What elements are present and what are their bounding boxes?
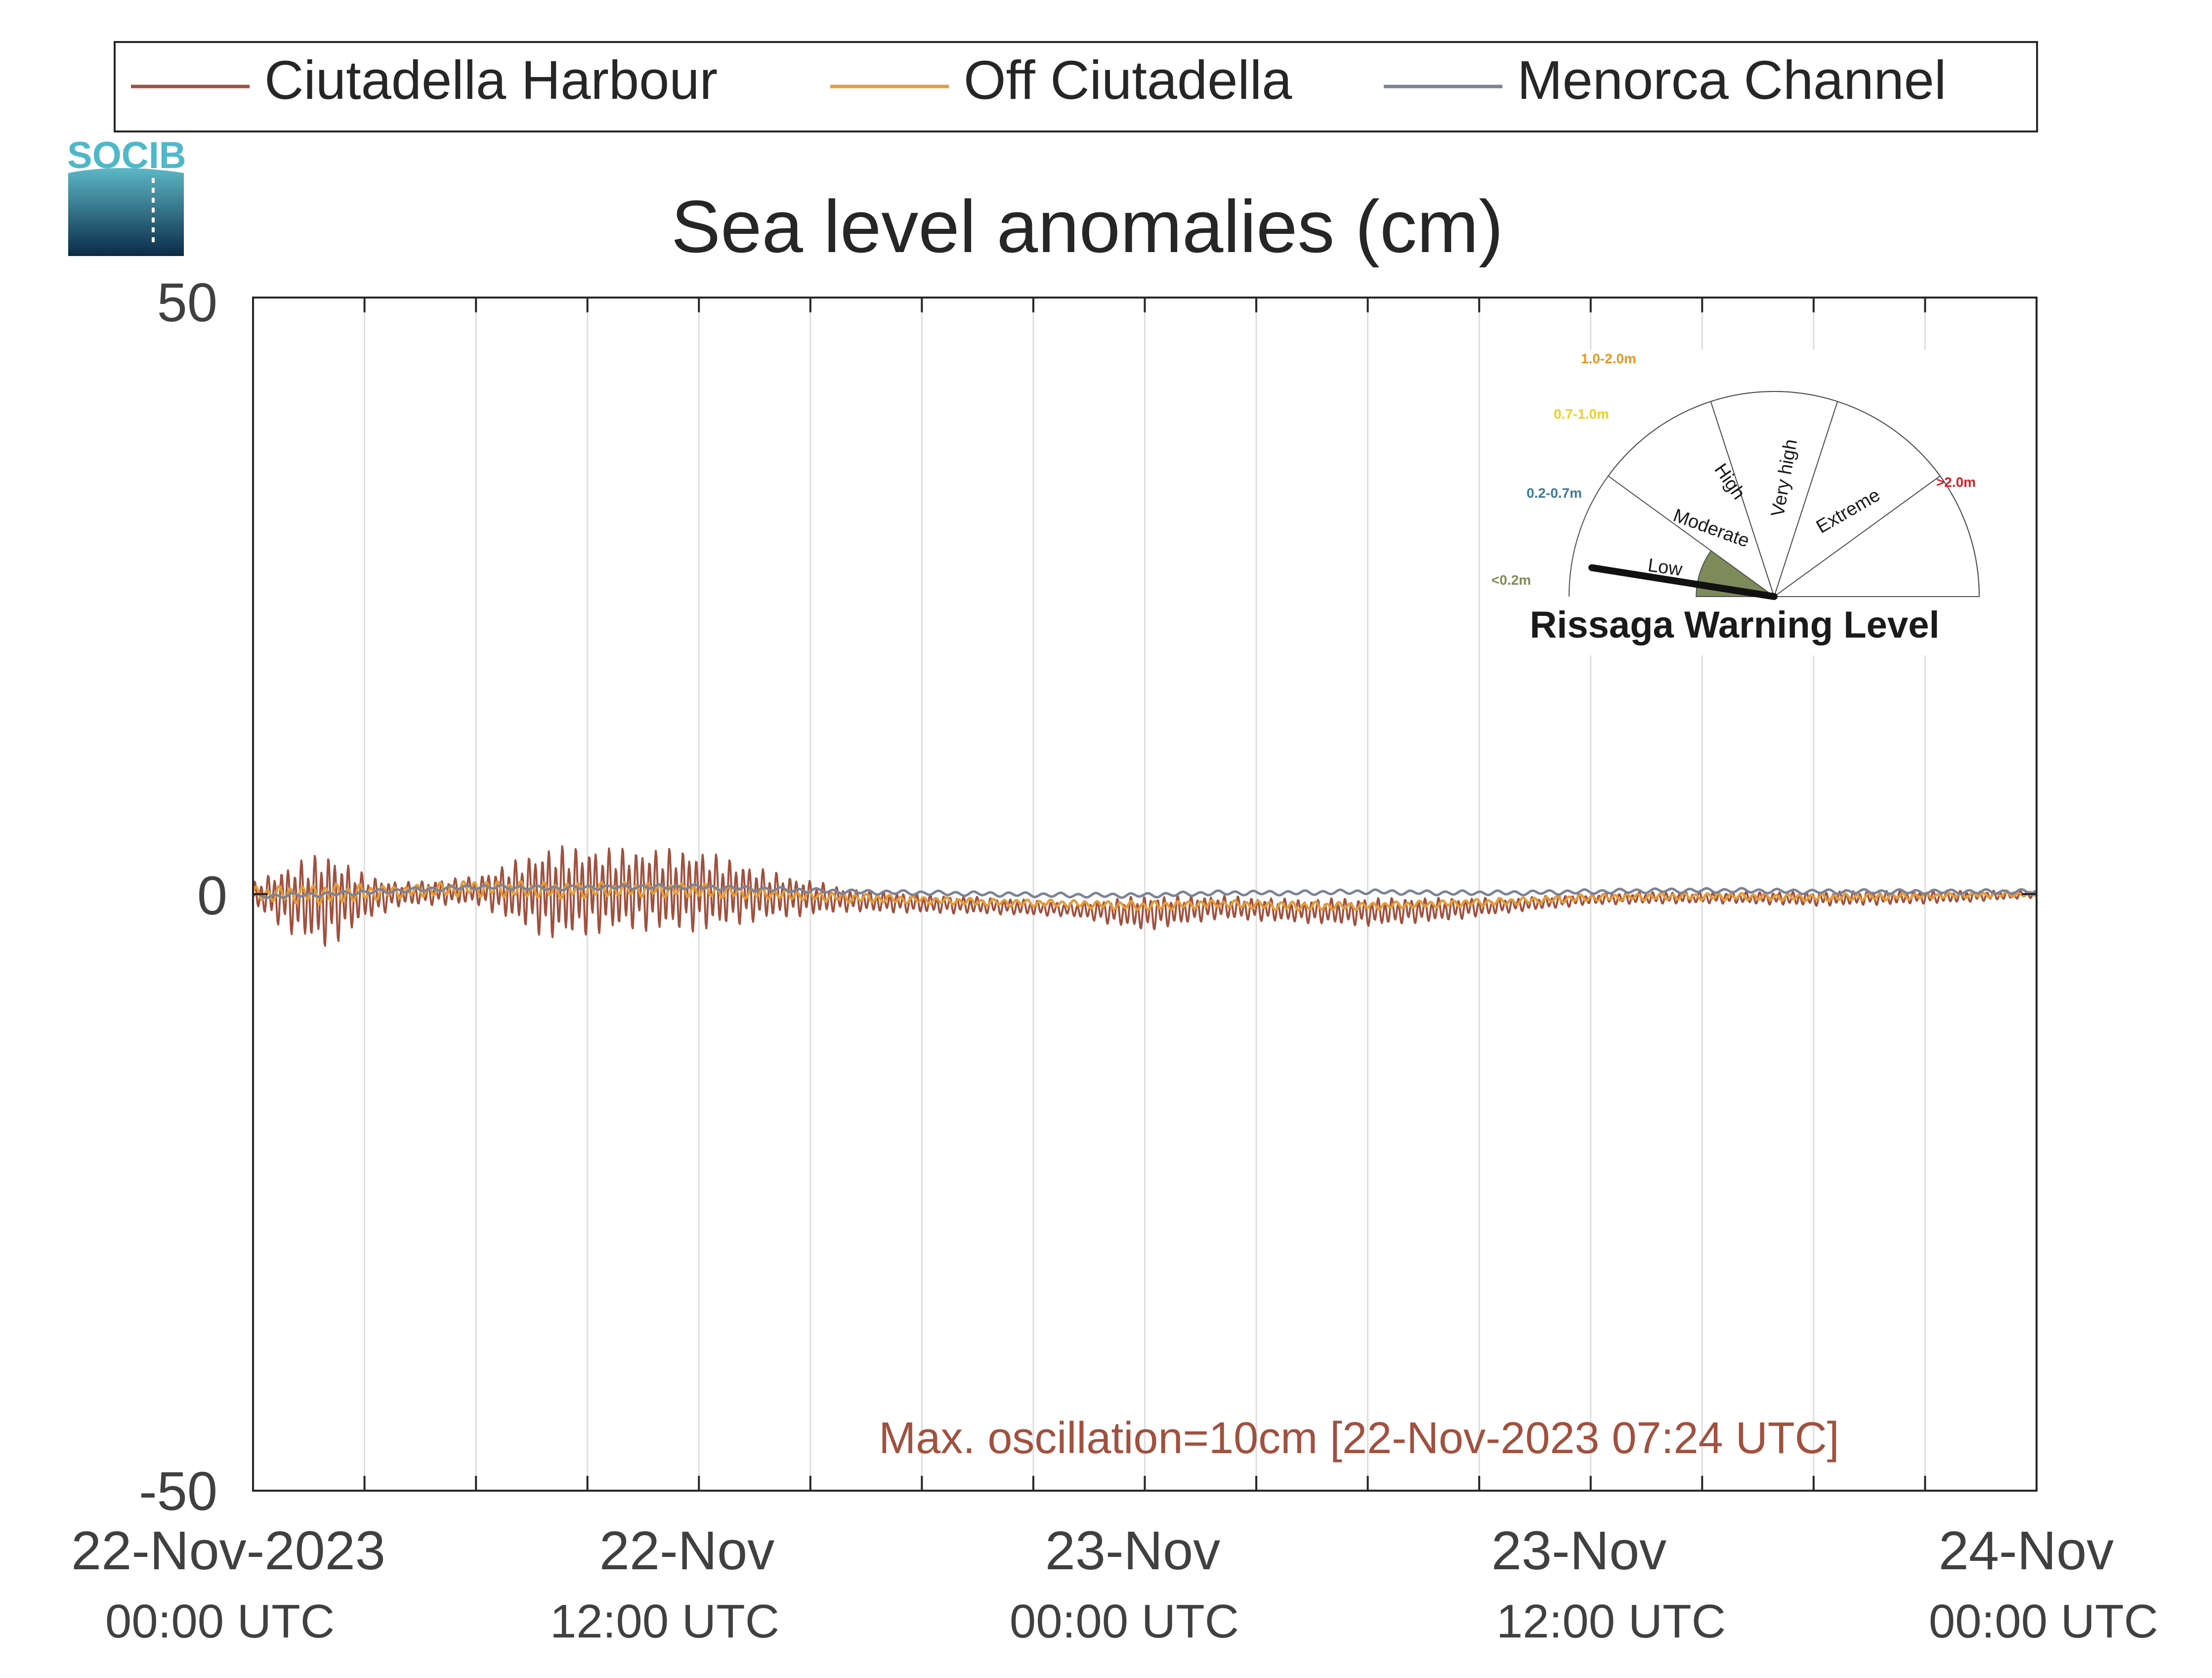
x-tick-time: 00:00 UTC [105, 1595, 335, 1648]
y-tick-label: -50 [139, 1461, 217, 1522]
legend-label: Menorca Channel [1517, 50, 1946, 111]
chart-title: Sea level anomalies (cm) [671, 185, 1503, 268]
gauge-range-label: <0.2m [1491, 572, 1531, 588]
x-tick-time: 00:00 UTC [1929, 1595, 2158, 1648]
legend-item-menorca-channel: Menorca Channel [1384, 50, 1946, 111]
series-off-ciutadella [252, 880, 2037, 912]
gauge-needle [1588, 564, 1778, 600]
series-layer [252, 845, 2038, 947]
gauge-range-label: 0.7-1.0m [1554, 406, 1609, 422]
y-tick-label: 50 [157, 272, 217, 333]
plot-area [252, 297, 2038, 1492]
x-tick-date: 23-Nov [1491, 1520, 1667, 1581]
gauge-range-label: 1.0-2.0m [1581, 351, 1636, 366]
gauge-title: Rissaga Warning Level [1530, 604, 1939, 646]
x-axis: 22-Nov-2023 00:00 UTC 22-Nov 12:00 UTC 2… [71, 1520, 2158, 1648]
x-tick-date: 24-Nov [1939, 1520, 2114, 1581]
gauge-outline [1569, 391, 1980, 597]
legend: Ciutadella Harbour Off Ciutadella Menorc… [114, 41, 2038, 132]
ticks [253, 297, 2037, 1492]
socib-logo-wave-icon [68, 168, 184, 256]
x-tick-time: 12:00 UTC [1496, 1595, 1726, 1648]
legend-item-ciutadella-harbour: Ciutadella Harbour [131, 50, 718, 111]
series-menorca-channel [252, 883, 2038, 900]
x-tick-time: 00:00 UTC [1010, 1595, 1239, 1648]
y-tick-label: 0 [197, 865, 227, 926]
legend-item-off-ciutadella: Off Ciutadella [830, 50, 1292, 111]
legend-label: Ciutadella Harbour [264, 50, 718, 111]
legend-label: Off Ciutadella [964, 50, 1292, 111]
legend-box [114, 41, 2038, 132]
y-axis: 50 0 -50 [139, 272, 227, 1522]
x-tick-date: 22-Nov [599, 1520, 775, 1581]
x-tick-time: 12:00 UTC [550, 1595, 779, 1648]
x-tick-date: 23-Nov [1045, 1520, 1221, 1581]
gauge-range-label: >2.0m [1936, 474, 1976, 490]
x-tick-date: 22-Nov-2023 [71, 1520, 385, 1581]
gauge-range-label: 0.2-0.7m [1527, 485, 1582, 501]
socib-logo: SOCIB [67, 134, 186, 256]
max-oscillation-annotation: Max. oscillation=10cm [22-Nov-2023 07:24… [879, 1414, 1839, 1463]
